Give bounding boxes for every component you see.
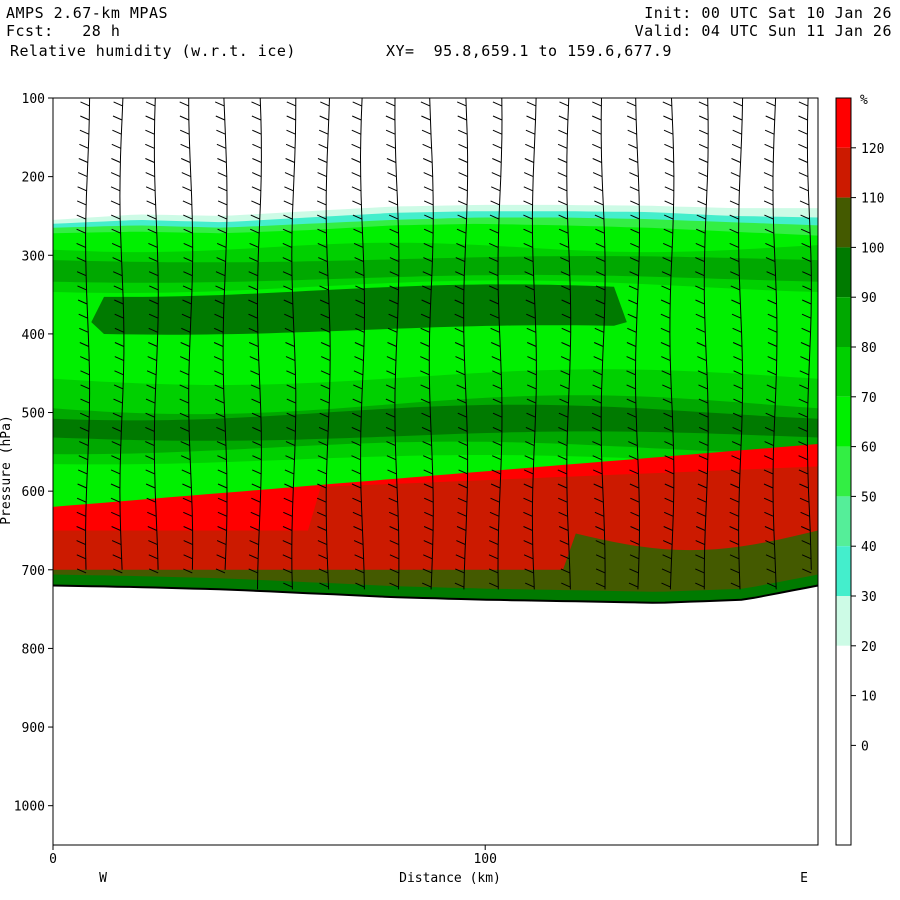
wind-barb-column bbox=[282, 98, 297, 590]
colorbar-swatch bbox=[836, 297, 851, 347]
colorbar-swatch bbox=[836, 496, 851, 547]
terrain-line bbox=[52, 584, 819, 604]
colorbar-label: 80 bbox=[861, 341, 877, 356]
wind-barb-column bbox=[591, 98, 606, 590]
y-tick-label: 900 bbox=[22, 721, 45, 736]
x-tick-label: 100 bbox=[473, 852, 496, 867]
wind-barb-column bbox=[248, 98, 262, 590]
wind-barb-column bbox=[145, 98, 159, 574]
colorbar-swatch bbox=[836, 695, 851, 746]
field-name: Relative humidity (w.r.t. ice) bbox=[10, 42, 296, 60]
colorbar-label: 50 bbox=[861, 490, 877, 505]
wind-barb-column bbox=[110, 98, 125, 574]
x-axis-label: Distance (km) bbox=[399, 871, 501, 886]
section-coordinates: XY= 95.8,659.1 to 159.6,677.9 bbox=[386, 42, 672, 60]
wind-barb-column bbox=[454, 98, 469, 590]
y-tick-label: 300 bbox=[22, 249, 45, 264]
wind-barb-column bbox=[626, 98, 641, 590]
distance-axis: 0 100 bbox=[49, 845, 497, 867]
colorbar-label: 20 bbox=[861, 640, 877, 655]
colorbar-swatch bbox=[836, 247, 851, 298]
humidity-fill bbox=[53, 204, 818, 845]
y-tick-label: 200 bbox=[22, 171, 45, 186]
wind-barb-column bbox=[316, 98, 331, 590]
colorbar-label: 0 bbox=[861, 739, 869, 754]
colorbar-label: 60 bbox=[861, 441, 877, 456]
wind-barb-column bbox=[729, 98, 744, 590]
wind-barb-column bbox=[420, 98, 434, 590]
wind-barb-column bbox=[213, 98, 228, 574]
colorbar-swatch bbox=[836, 745, 851, 796]
wind-barb-column bbox=[523, 98, 537, 590]
x-tick-label: 0 bbox=[49, 852, 57, 867]
rh-band-90-upper bbox=[53, 256, 818, 283]
forecast-hour: Fcst: 28 h bbox=[6, 22, 121, 40]
y-tick-label: 400 bbox=[22, 328, 45, 343]
wind-barb-column bbox=[798, 98, 812, 574]
y-tick-label: 700 bbox=[22, 564, 45, 579]
rh-band-90-surface bbox=[53, 574, 818, 603]
init-time: Init: 00 UTC Sat 10 Jan 26 bbox=[644, 4, 892, 22]
colorbar-swatch bbox=[836, 347, 851, 397]
wind-barb-column bbox=[557, 98, 572, 590]
wind-barb-column bbox=[351, 98, 366, 590]
colorbar-label: 30 bbox=[861, 590, 877, 605]
wind-barbs bbox=[76, 98, 812, 590]
colorbar-label: 110 bbox=[861, 192, 884, 207]
colorbar-swatch bbox=[836, 197, 851, 248]
y-axis-label: Pressure (hPa) bbox=[0, 415, 14, 525]
colorbar-label: 10 bbox=[861, 690, 877, 705]
east-label: E bbox=[800, 871, 808, 886]
colorbar-swatch bbox=[836, 396, 851, 447]
colorbar-unit: % bbox=[860, 93, 868, 108]
colorbar-swatch bbox=[836, 147, 851, 198]
wind-barb-column bbox=[488, 98, 503, 590]
y-tick-label: 800 bbox=[22, 642, 45, 657]
rh-band-100-mid bbox=[53, 404, 818, 441]
wind-barb-column bbox=[763, 98, 778, 590]
wind-barb-column bbox=[179, 98, 194, 574]
rh-band-100-upper bbox=[53, 284, 818, 335]
colorbar-swatch bbox=[836, 546, 851, 596]
colorbar-label: 40 bbox=[861, 540, 877, 555]
below-ground bbox=[53, 585, 818, 845]
y-tick-label: 1000 bbox=[14, 800, 45, 815]
wind-barb-column bbox=[385, 98, 400, 590]
colorbar-swatch bbox=[836, 795, 851, 845]
valid-time: Valid: 04 UTC Sun 11 Jan 26 bbox=[634, 22, 892, 40]
pressure-axis: 100 200 300 400 500 600 700 800 900 1000 bbox=[14, 92, 53, 815]
y-tick-label: 500 bbox=[22, 407, 45, 422]
colorbar-label: 100 bbox=[861, 241, 884, 256]
model-title: AMPS 2.67-km MPAS bbox=[6, 4, 169, 22]
colorbar-frame bbox=[835, 97, 852, 846]
colorbar-swatch bbox=[836, 645, 851, 696]
colorbar-swatch bbox=[836, 446, 851, 497]
y-tick-label: 100 bbox=[22, 92, 45, 107]
west-label: W bbox=[99, 871, 107, 886]
wind-barb-column bbox=[695, 98, 709, 590]
colorbar-label: 70 bbox=[861, 391, 877, 406]
y-tick-label: 600 bbox=[22, 485, 45, 500]
colorbar-label: 90 bbox=[861, 291, 877, 306]
colorbar-label: 120 bbox=[861, 142, 884, 157]
wind-barb-column bbox=[76, 98, 91, 574]
plot-frame bbox=[52, 97, 819, 846]
colorbar-swatch bbox=[836, 596, 851, 646]
wind-barb-column bbox=[660, 98, 675, 590]
colorbar-swatch bbox=[836, 98, 851, 148]
